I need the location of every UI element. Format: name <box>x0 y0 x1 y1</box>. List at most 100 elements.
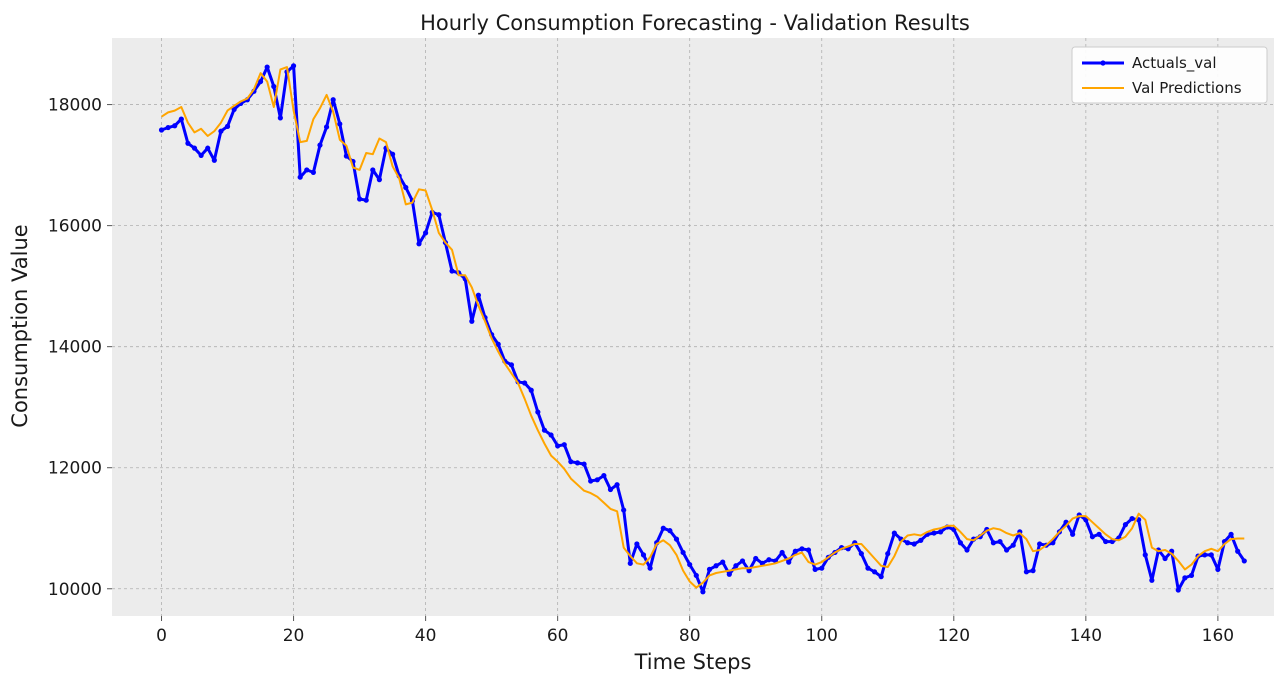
y-tick-label: 14000 <box>48 338 102 358</box>
x-tick-label: 80 <box>679 626 701 646</box>
data-point <box>990 540 997 546</box>
data-point <box>1129 515 1135 522</box>
data-point <box>1162 555 1168 562</box>
data-point <box>574 460 581 466</box>
data-point <box>1228 531 1234 537</box>
data-point <box>423 230 429 236</box>
y-axis-label: Consumption Value <box>8 224 32 427</box>
data-point <box>673 536 680 542</box>
data-point <box>555 443 561 449</box>
data-point <box>1023 569 1030 575</box>
x-tick-label: 140 <box>1070 626 1102 646</box>
data-point <box>271 83 277 90</box>
data-point <box>449 268 455 274</box>
data-point <box>1202 552 1208 558</box>
data-point <box>363 197 369 203</box>
data-point <box>1030 568 1036 574</box>
data-point <box>343 153 349 159</box>
legend-label: Val Predictions <box>1132 79 1242 97</box>
data-point <box>865 565 871 571</box>
data-point <box>211 157 217 163</box>
data-point <box>469 318 475 324</box>
data-point <box>726 571 732 577</box>
data-point <box>911 541 917 547</box>
data-point <box>310 169 316 175</box>
data-point <box>858 551 864 557</box>
data-point <box>416 241 422 247</box>
data-point <box>304 167 310 173</box>
data-point <box>1142 552 1148 558</box>
data-point <box>1149 577 1155 583</box>
data-point <box>548 432 554 438</box>
data-point <box>706 566 713 572</box>
data-point <box>812 566 818 572</box>
data-point <box>739 558 746 564</box>
data-point <box>581 461 587 467</box>
x-tick-label: 0 <box>156 626 167 646</box>
data-point <box>1103 538 1109 545</box>
data-point <box>660 525 666 531</box>
data-point <box>290 63 297 69</box>
plot-area <box>112 38 1274 616</box>
data-point <box>594 477 600 483</box>
data-point <box>720 559 726 565</box>
data-point <box>878 574 884 580</box>
data-point <box>185 140 191 146</box>
data-point <box>607 486 614 493</box>
data-point <box>1122 522 1129 528</box>
data-point <box>891 530 897 536</box>
data-point <box>937 529 944 535</box>
data-point <box>1241 558 1247 564</box>
data-point <box>957 540 963 546</box>
data-point <box>792 548 798 554</box>
y-tick-label: 10000 <box>48 580 102 600</box>
data-point <box>621 507 627 513</box>
data-point <box>436 212 442 218</box>
y-tick-label: 18000 <box>48 96 102 116</box>
data-point <box>1004 547 1010 553</box>
data-point <box>403 184 409 191</box>
data-point <box>799 546 805 552</box>
x-axis-label: Time Steps <box>634 650 752 674</box>
data-point <box>191 145 198 151</box>
data-point <box>297 174 303 180</box>
data-point <box>693 572 699 579</box>
series-line-1 <box>160 66 1245 589</box>
data-point <box>541 427 548 433</box>
data-point <box>997 538 1003 545</box>
data-point <box>680 549 686 556</box>
data-point <box>535 409 541 415</box>
data-point <box>376 177 382 183</box>
data-point <box>904 540 911 546</box>
data-point <box>330 97 336 103</box>
data-point <box>389 151 396 157</box>
data-point <box>588 478 594 484</box>
data-point <box>257 78 264 85</box>
data-point <box>178 116 184 122</box>
legend-label: Actuals_val <box>1132 54 1217 73</box>
data-point <box>779 549 785 556</box>
data-point <box>224 123 231 129</box>
data-point <box>1208 552 1214 558</box>
data-point <box>786 559 792 565</box>
data-point <box>805 547 812 553</box>
data-point <box>1235 548 1241 554</box>
data-point <box>568 459 574 465</box>
data-point <box>1089 534 1096 540</box>
data-point <box>337 121 343 127</box>
data-point <box>733 563 739 569</box>
data-point <box>1175 587 1181 593</box>
data-point <box>231 106 237 113</box>
data-point <box>1182 575 1188 581</box>
data-point <box>713 563 719 569</box>
data-point <box>647 565 653 571</box>
data-point <box>522 380 528 386</box>
data-point <box>627 560 633 566</box>
chart-title: Hourly Consumption Forecasting - Validat… <box>420 11 970 35</box>
y-tick-label: 12000 <box>48 459 102 479</box>
data-point <box>1037 541 1043 547</box>
x-tick-label: 60 <box>547 626 569 646</box>
data-point <box>356 196 363 202</box>
data-point <box>495 341 501 347</box>
